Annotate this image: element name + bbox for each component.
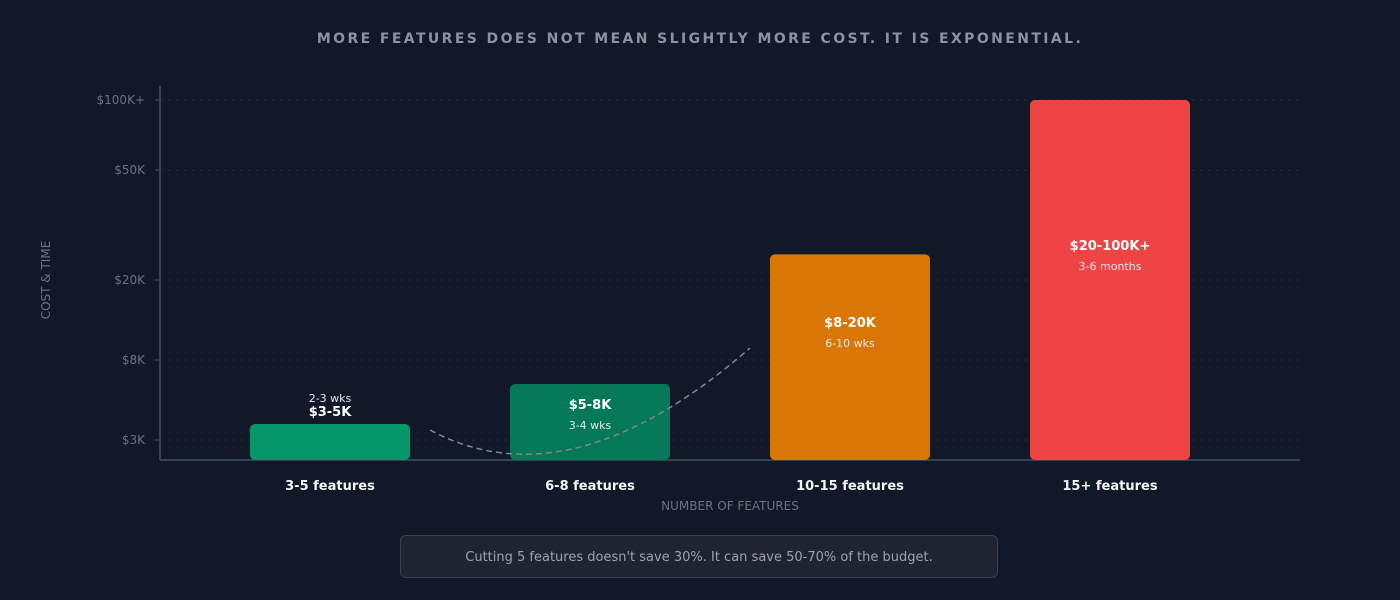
trend-curve: [429, 347, 751, 455]
x-category-label: 3-5 features: [285, 479, 375, 494]
budget-callout: Cutting 5 features doesn't save 30%. It …: [400, 535, 998, 578]
bar: [250, 424, 410, 460]
bar-cost-label: $3-5K: [309, 405, 353, 420]
bar: [1030, 100, 1190, 460]
bar-time-label: 2-3 wks: [309, 392, 352, 405]
y-tick-label: $20K: [114, 273, 146, 287]
bar: [510, 384, 670, 460]
x-category-label: 6-8 features: [545, 479, 635, 494]
x-category-label: 10-15 features: [796, 479, 904, 494]
y-axis-label: COST & TIME: [39, 241, 53, 320]
chart-title: MORE FEATURES DOES NOT MEAN SLIGHTLY MOR…: [316, 31, 1084, 47]
y-tick-label: $8K: [122, 353, 146, 367]
bar-cost-label: $5-8K: [569, 398, 613, 413]
y-tick-label: $50K: [114, 163, 146, 177]
bar-time-label: 3-6 months: [1079, 260, 1142, 273]
bar-time-label: 6-10 wks: [825, 337, 875, 350]
y-tick-label: $3K: [122, 433, 146, 447]
y-tick-label: $100K+: [97, 93, 145, 107]
bar-time-label: 3-4 wks: [569, 419, 612, 432]
bar-cost-label: $20-100K+: [1070, 239, 1151, 254]
bar: [770, 254, 930, 460]
bar-cost-label: $8-20K: [824, 316, 877, 331]
x-category-label: 15+ features: [1062, 479, 1157, 494]
x-axis-label: NUMBER OF FEATURES: [661, 499, 799, 513]
